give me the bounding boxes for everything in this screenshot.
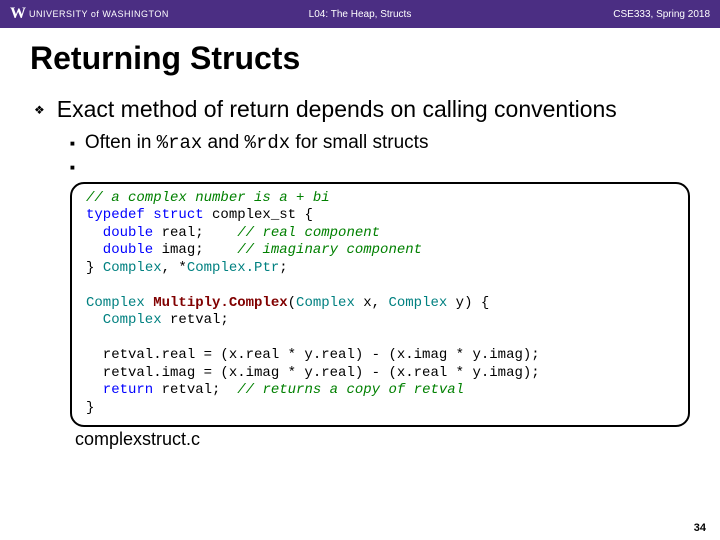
code-l5b: Complex (103, 260, 162, 276)
code-l2b: complex_st { (204, 207, 313, 223)
sub1-rax: %rax (157, 132, 203, 154)
sub-bullet-2: ■ (70, 156, 690, 178)
sub1-pre: Often in (85, 132, 157, 153)
code-l4a: double (86, 242, 153, 258)
code-l8: retval.real = (x.real * y.real) - (x.ima… (86, 347, 540, 363)
lecture-label: L04: The Heap, Structs (309, 9, 412, 20)
sub-bullet-1: ■ Often in %rax and %rdx for small struc… (70, 132, 690, 154)
code-l11: } (86, 400, 94, 416)
code-l7b: retval; (162, 312, 229, 328)
code-l2a: typedef struct (86, 207, 204, 223)
uw-w-mark: W (10, 5, 25, 23)
main-bullet: ❖ Exact method of return depends on call… (34, 95, 690, 124)
code-l3b: real; (153, 225, 237, 241)
code-l6b: Multiply.Complex (153, 295, 287, 311)
code-l6d: Complex (296, 295, 355, 311)
code-l5c: , * (162, 260, 187, 276)
code-l4b: imag; (153, 242, 237, 258)
code-line-1: // a complex number is a + bi (86, 190, 330, 206)
course-label: CSE333, Spring 2018 (613, 9, 710, 20)
code-l6g: y) { (447, 295, 489, 311)
code-l5e: ; (279, 260, 287, 276)
code-l4c: // imaginary component (237, 242, 422, 258)
code-box: // a complex number is a + bi typedef st… (70, 182, 690, 428)
code-l10b: retval; (153, 382, 237, 398)
square-bullet-icon: ■ (70, 163, 75, 172)
sub1-mid: and (202, 132, 244, 153)
code-l10a: return (86, 382, 153, 398)
code-l5d: Complex.Ptr (187, 260, 279, 276)
code-l5a: } (86, 260, 103, 276)
diamond-bullet-icon: ❖ (34, 103, 45, 117)
main-bullet-text: Exact method of return depends on callin… (57, 95, 617, 124)
code-l6c: ( (288, 295, 296, 311)
filename-label: complexstruct.c (75, 429, 720, 450)
sub-bullet-list: ■ Often in %rax and %rdx for small struc… (70, 132, 690, 178)
sub-bullet-1-text: Often in %rax and %rdx for small structs (85, 132, 429, 154)
slide-header: W UNIVERSITY of WASHINGTON L04: The Heap… (0, 0, 720, 28)
square-bullet-icon: ■ (70, 139, 75, 148)
code-l6a: Complex (86, 295, 153, 311)
code-l9: retval.imag = (x.imag * y.real) - (x.rea… (86, 365, 540, 381)
code-l6f: Complex (388, 295, 447, 311)
sub-bullet-2-text (85, 156, 90, 178)
code-l3a: double (86, 225, 153, 241)
code-l3c: // real component (237, 225, 380, 241)
code-l6e: x, (355, 295, 389, 311)
sub1-post: for small structs (290, 132, 428, 153)
uw-logo: W UNIVERSITY of WASHINGTON (10, 5, 169, 23)
code-l7a: Complex (86, 312, 162, 328)
slide-title: Returning Structs (30, 40, 690, 77)
uw-wordmark: UNIVERSITY of WASHINGTON (29, 9, 169, 19)
sub1-rdx: %rdx (245, 132, 291, 154)
slide-number: 34 (694, 522, 706, 534)
code-l10c: // returns a copy of retval (237, 382, 464, 398)
slide-content: Returning Structs ❖ Exact method of retu… (0, 28, 720, 178)
